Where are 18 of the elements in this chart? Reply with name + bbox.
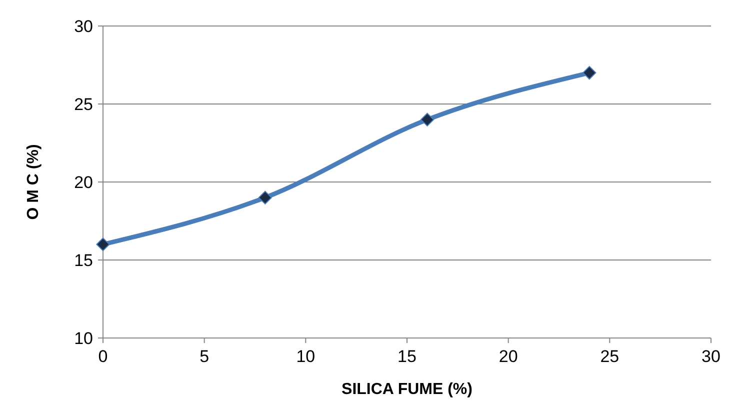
- point: [258, 190, 272, 204]
- x-tick-label: 15: [398, 347, 416, 366]
- y-tick-label: 20: [74, 172, 93, 192]
- x-tick-label: 10: [296, 347, 316, 366]
- x-axis-title: SILICA FUME (%): [342, 381, 472, 398]
- point: [96, 238, 110, 252]
- x-tick-label: 0: [98, 347, 108, 366]
- y-axis-title: O M C (%): [25, 144, 42, 220]
- x-tick-label: 30: [702, 347, 720, 366]
- x-tick-label: 25: [600, 347, 620, 366]
- x-tick-label: 20: [498, 347, 518, 366]
- x-tick-label: 5: [200, 347, 210, 366]
- y-tick-label: 25: [74, 94, 93, 114]
- point: [582, 66, 596, 80]
- point: [420, 112, 434, 126]
- y-tick-label: 30: [74, 16, 93, 36]
- y-tick-label: 10: [74, 328, 93, 348]
- y-tick-label: 15: [74, 250, 93, 270]
